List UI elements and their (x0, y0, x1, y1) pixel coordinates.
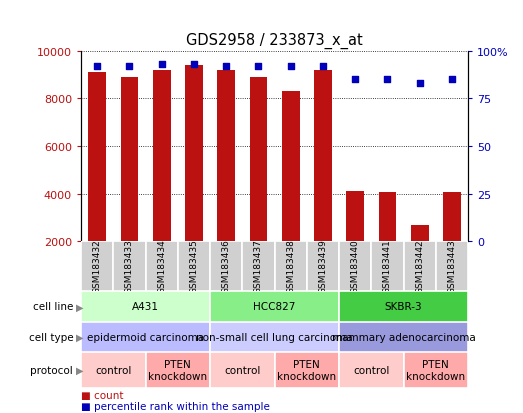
Bar (178, 242, 210, 291)
Bar (218, 71, 235, 242)
Bar (339, 352, 404, 388)
Text: GSM183433: GSM183433 (125, 239, 134, 294)
Text: protocol: protocol (30, 365, 73, 375)
Bar (113, 242, 145, 291)
Text: cell type: cell type (29, 332, 73, 342)
Text: A431: A431 (132, 301, 159, 312)
Bar (210, 352, 275, 388)
Text: mammary adenocarcinoma: mammary adenocarcinoma (332, 332, 475, 342)
Text: PTEN
knockdown: PTEN knockdown (406, 359, 465, 381)
Text: control: control (353, 365, 390, 375)
Bar (346, 192, 364, 242)
Bar (242, 242, 275, 291)
Bar (153, 71, 170, 242)
Bar (307, 242, 339, 291)
Point (93, 64, 101, 70)
Point (319, 64, 327, 70)
Bar (121, 78, 138, 242)
Point (287, 64, 295, 70)
Bar (185, 66, 203, 242)
Text: GSM183434: GSM183434 (157, 239, 166, 294)
Bar (145, 242, 178, 291)
Text: GSM183438: GSM183438 (286, 239, 295, 294)
Text: GSM183441: GSM183441 (383, 239, 392, 294)
Bar (443, 193, 461, 242)
Text: PTEN
knockdown: PTEN knockdown (277, 359, 336, 381)
Text: ▶: ▶ (76, 301, 83, 312)
Text: ■ percentile rank within the sample: ■ percentile rank within the sample (81, 401, 270, 411)
Text: GSM183439: GSM183439 (319, 239, 327, 294)
Text: ▶: ▶ (76, 365, 83, 375)
Bar (81, 291, 210, 322)
Text: GSM183435: GSM183435 (189, 239, 198, 294)
Text: GSM183440: GSM183440 (351, 239, 360, 294)
Bar (210, 242, 242, 291)
Text: control: control (224, 365, 260, 375)
Bar (404, 242, 436, 291)
Text: epidermoid carcinoma: epidermoid carcinoma (87, 332, 204, 342)
Text: GSM183437: GSM183437 (254, 239, 263, 294)
Point (448, 77, 456, 83)
Text: GSM183443: GSM183443 (448, 239, 457, 294)
Bar (88, 73, 106, 242)
Text: cell line: cell line (33, 301, 73, 312)
Point (383, 77, 392, 83)
Bar (371, 242, 404, 291)
Text: ■ count: ■ count (81, 390, 123, 400)
Bar (282, 92, 300, 242)
Text: PTEN
knockdown: PTEN knockdown (148, 359, 208, 381)
Text: SKBR-3: SKBR-3 (385, 301, 423, 312)
Bar (210, 322, 339, 352)
Point (415, 81, 424, 87)
Bar (436, 242, 468, 291)
Title: GDS2958 / 233873_x_at: GDS2958 / 233873_x_at (186, 33, 363, 49)
Bar (339, 322, 468, 352)
Point (157, 62, 166, 68)
Bar (210, 291, 339, 322)
Bar (404, 352, 468, 388)
Text: non-small cell lung carcinoma: non-small cell lung carcinoma (196, 332, 353, 342)
Text: ▶: ▶ (76, 332, 83, 342)
Bar (275, 242, 307, 291)
Bar (81, 242, 113, 291)
Bar (81, 352, 145, 388)
Text: GSM183432: GSM183432 (93, 239, 101, 294)
Bar (379, 193, 396, 242)
Bar (314, 71, 332, 242)
Point (351, 77, 359, 83)
Bar (339, 242, 371, 291)
Point (125, 64, 133, 70)
Bar (81, 322, 210, 352)
Point (254, 64, 263, 70)
Bar (411, 225, 428, 242)
Bar (145, 352, 210, 388)
Bar (275, 352, 339, 388)
Text: control: control (95, 365, 131, 375)
Point (190, 62, 198, 68)
Bar (339, 291, 468, 322)
Bar (249, 78, 267, 242)
Text: GSM183436: GSM183436 (222, 239, 231, 294)
Point (222, 64, 230, 70)
Text: GSM183442: GSM183442 (415, 239, 424, 294)
Text: HCC827: HCC827 (253, 301, 296, 312)
